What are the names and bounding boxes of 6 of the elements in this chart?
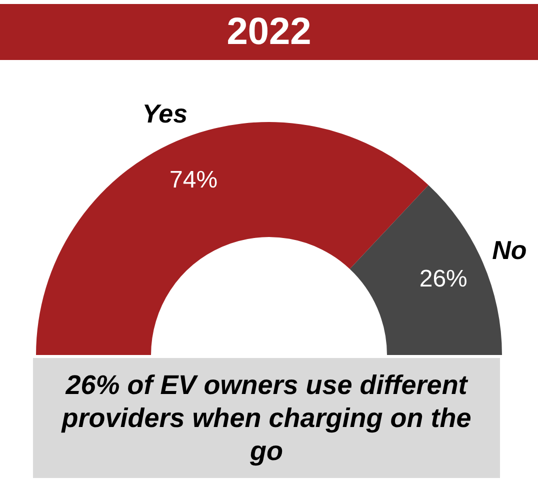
data-label: 74% [170,166,218,194]
chart-title: 2022 [0,4,538,60]
text: 26% of EV owners use different providers when charging on the go [33,358,500,478]
slice-label: Yes [142,98,188,129]
data-label: 26% [419,266,468,293]
slice-label: No [492,234,527,265]
